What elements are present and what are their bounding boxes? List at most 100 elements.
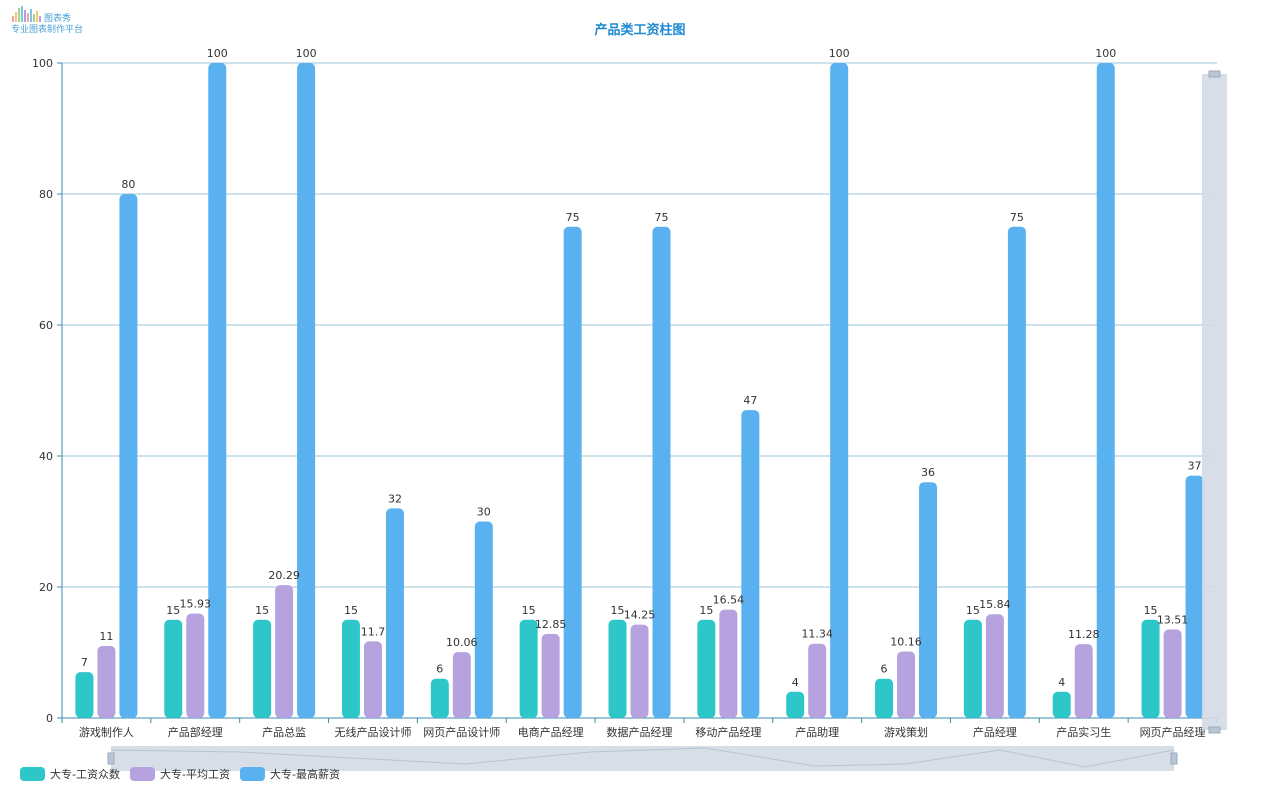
x-tick-label: 产品经理: [973, 725, 1017, 739]
data-label: 100: [829, 47, 850, 60]
legend-swatch: [239, 767, 265, 781]
data-label: 4: [1058, 676, 1065, 689]
legend-item-series-0[interactable]: 大专-工资众数: [20, 766, 120, 782]
data-label: 4: [792, 676, 799, 689]
data-label: 15: [1144, 604, 1158, 617]
bar[interactable]: [430, 678, 449, 718]
x-tick-label: 产品部经理: [168, 725, 223, 739]
bar[interactable]: [75, 672, 94, 718]
data-label: 11.34: [801, 628, 833, 641]
data-label: 15: [611, 604, 625, 617]
y-tick-label: 100: [32, 57, 53, 70]
data-label: 15.93: [180, 598, 212, 611]
x-tick-label: 游戏策划: [884, 725, 928, 739]
bar[interactable]: [875, 678, 894, 718]
horizontal-zoom-handle-right[interactable]: [1170, 752, 1178, 765]
bar[interactable]: [275, 585, 294, 718]
vertical-zoom-handle-top[interactable]: [1208, 70, 1221, 78]
legend-label: 大专-平均工资: [159, 768, 230, 781]
x-tick-label: 产品总监: [262, 725, 306, 739]
data-label: 37: [1188, 460, 1202, 473]
data-label: 6: [881, 663, 888, 676]
legend-item-series-2[interactable]: 大专-最高薪资: [239, 766, 340, 782]
y-tick-label: 60: [39, 319, 53, 332]
data-label: 15: [522, 604, 536, 617]
bar[interactable]: [297, 63, 316, 718]
data-label: 15.84: [979, 598, 1011, 611]
data-label: 15: [699, 604, 713, 617]
bar[interactable]: [1185, 475, 1204, 718]
bar[interactable]: [808, 643, 827, 718]
bar[interactable]: [919, 482, 938, 718]
data-label: 80: [121, 178, 135, 191]
x-tick-label: 数据产品经理: [607, 725, 673, 739]
chart-title: 产品类工资柱图: [594, 23, 686, 38]
bar[interactable]: [963, 619, 982, 718]
data-label: 75: [566, 211, 580, 224]
vertical-data-zoom[interactable]: [1202, 70, 1227, 734]
bar[interactable]: [563, 226, 582, 718]
data-label: 11.7: [361, 625, 386, 638]
bar[interactable]: [652, 226, 671, 718]
x-tick-label: 电商产品经理: [518, 725, 584, 739]
legend: 大专-工资众数 大专-平均工资 大专-最高薪资: [20, 766, 350, 782]
data-label: 13.51: [1157, 614, 1189, 627]
bar[interactable]: [1074, 644, 1093, 718]
vertical-zoom-handle-bottom[interactable]: [1208, 726, 1221, 734]
bar[interactable]: [1007, 226, 1026, 718]
data-label: 15: [166, 604, 180, 617]
logo-name: 图表秀: [44, 14, 72, 24]
bar[interactable]: [474, 521, 493, 719]
bar[interactable]: [897, 651, 916, 718]
bar[interactable]: [385, 508, 404, 718]
data-label: 14.25: [624, 609, 656, 622]
bar[interactable]: [541, 633, 560, 718]
y-tick-label: 0: [46, 712, 53, 725]
data-label: 10.06: [446, 636, 478, 649]
horizontal-data-zoom[interactable]: [107, 746, 1178, 771]
data-label: 75: [1010, 211, 1024, 224]
bar[interactable]: [1163, 629, 1182, 718]
bar[interactable]: [719, 609, 738, 718]
logo-bars-icon: [12, 6, 46, 22]
bar[interactable]: [1141, 619, 1160, 718]
y-tick-label: 40: [39, 450, 53, 463]
horizontal-zoom-handle-left[interactable]: [107, 752, 115, 765]
bar[interactable]: [519, 619, 538, 718]
bar[interactable]: [741, 410, 760, 718]
bar[interactable]: [97, 645, 116, 718]
bar[interactable]: [186, 613, 205, 718]
bars: [75, 63, 1204, 719]
bar[interactable]: [452, 652, 471, 718]
bar[interactable]: [630, 624, 649, 718]
data-label: 10.16: [890, 635, 922, 648]
data-label: 100: [207, 47, 228, 60]
horizontal-zoom-shadow-line: [110, 747, 1175, 768]
data-label: 7: [81, 656, 88, 669]
legend-item-series-1[interactable]: 大专-平均工资: [129, 766, 230, 782]
bar[interactable]: [208, 63, 227, 718]
bar[interactable]: [119, 194, 138, 718]
bar[interactable]: [164, 619, 183, 718]
bar[interactable]: [697, 619, 716, 718]
bar[interactable]: [1052, 691, 1071, 718]
data-label: 15: [344, 604, 358, 617]
legend-label: 大专-工资众数: [50, 768, 120, 781]
data-label: 11: [99, 630, 113, 643]
vertical-zoom-track[interactable]: [1202, 74, 1227, 730]
data-label: 75: [655, 211, 669, 224]
bar[interactable]: [253, 619, 272, 718]
data-label: 16.54: [713, 594, 745, 607]
x-tick-label: 网页产品设计师: [423, 725, 500, 739]
bar[interactable]: [363, 641, 382, 718]
bar[interactable]: [341, 619, 360, 718]
data-label: 100: [296, 47, 317, 60]
bar[interactable]: [608, 619, 627, 718]
data-label: 47: [743, 394, 757, 407]
bar[interactable]: [985, 614, 1004, 718]
logo-tagline: 专业图表制作平台: [11, 25, 84, 35]
bar[interactable]: [830, 63, 849, 718]
bar[interactable]: [786, 691, 805, 718]
bar[interactable]: [1096, 63, 1115, 718]
